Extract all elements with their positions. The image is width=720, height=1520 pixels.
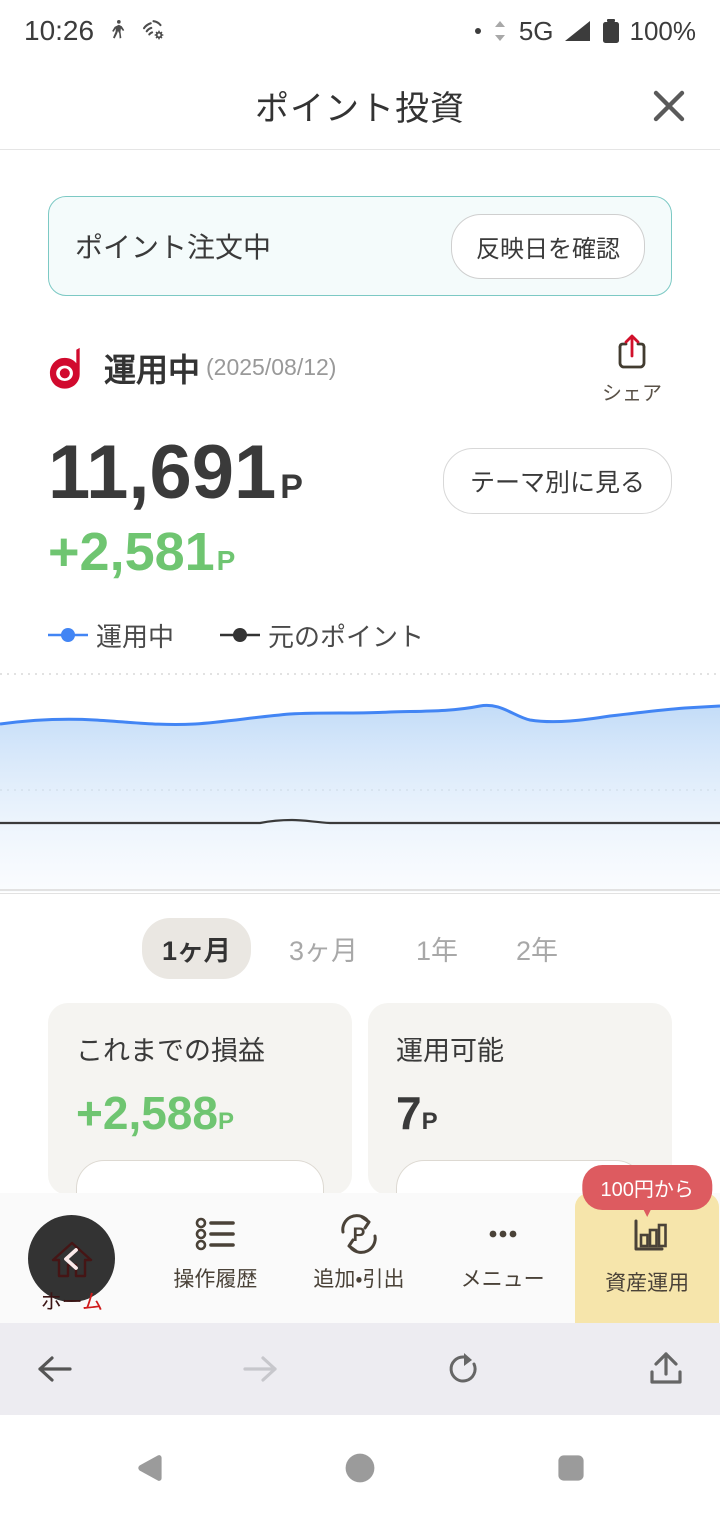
svg-text:P: P: [353, 1225, 366, 1246]
